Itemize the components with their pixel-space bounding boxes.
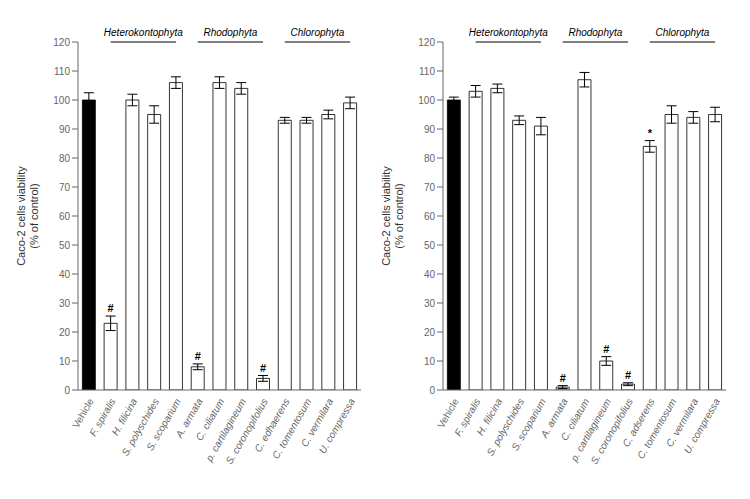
svg-text:S. polyschides: S. polyschides	[484, 396, 527, 458]
svg-text:C. vermilara: C. vermilara	[298, 396, 336, 449]
svg-text:A. armata: A. armata	[538, 396, 570, 440]
svg-text:110: 110	[54, 66, 70, 77]
svg-text:C. tomentosum: C. tomentosum	[635, 396, 679, 461]
svg-text:30: 30	[59, 298, 71, 309]
svg-text:Rhodophyta: Rhodophyta	[203, 27, 257, 38]
svg-text:C. adserens: C. adserens	[620, 396, 657, 449]
svg-text:C. ciliatum: C. ciliatum	[193, 396, 227, 443]
svg-text:Caco-2 cells viability(% of co: Caco-2 cells viability(% of control)	[15, 166, 40, 266]
svg-text:F. spiralis: F. spiralis	[452, 396, 483, 438]
svg-text:Rhodophyta: Rhodophyta	[568, 27, 622, 38]
svg-text:100: 100	[418, 95, 435, 106]
svg-text:Heterokontophyta: Heterokontophyta	[469, 27, 548, 38]
svg-text:#: #	[195, 350, 201, 362]
svg-text:S. polyschides: S. polyschides	[119, 396, 162, 458]
svg-text:110: 110	[419, 66, 435, 77]
svg-text:90: 90	[424, 124, 436, 135]
svg-text:S. scoparium: S. scoparium	[144, 397, 183, 453]
svg-text:Caco-2 cells viability(% of co: Caco-2 cells viability(% of control)	[380, 166, 405, 266]
svg-text:0: 0	[429, 385, 435, 396]
svg-text:p. cartilagineum: p. cartilagineum	[203, 396, 249, 464]
svg-text:p. cartilagineum: p. cartilagineum	[568, 396, 614, 464]
svg-text:20: 20	[59, 327, 71, 338]
svg-text:U. compressa: U. compressa	[317, 396, 358, 455]
svg-text:#: #	[625, 369, 631, 381]
svg-text:10: 10	[59, 356, 71, 367]
svg-text:S. coronopifolius: S. coronopifolius	[223, 396, 270, 466]
svg-text:C. vermilara: C. vermilara	[663, 396, 701, 449]
svg-text:120: 120	[53, 37, 70, 48]
svg-text:Chlorophyta: Chlorophyta	[656, 27, 710, 38]
svg-text:#: #	[108, 302, 114, 314]
svg-text:*: *	[648, 127, 653, 139]
svg-text:90: 90	[59, 124, 71, 135]
svg-text:70: 70	[424, 182, 436, 193]
svg-text:#: #	[603, 343, 609, 355]
svg-text:U. compressa: U. compressa	[682, 396, 723, 455]
svg-text:10: 10	[424, 356, 436, 367]
svg-text:40: 40	[59, 269, 71, 280]
svg-text:F. spiralis: F. spiralis	[87, 396, 118, 438]
svg-text:50: 50	[424, 240, 436, 251]
svg-text:0: 0	[64, 385, 70, 396]
svg-text:C. ciliatum: C. ciliatum	[558, 396, 592, 443]
svg-text:H. filicina: H. filicina	[474, 396, 505, 438]
svg-text:20: 20	[424, 327, 436, 338]
svg-text:120: 120	[418, 37, 435, 48]
svg-text:Vehicle: Vehicle	[435, 396, 461, 430]
svg-text:100: 100	[53, 95, 70, 106]
svg-text:H. filicina: H. filicina	[109, 396, 140, 438]
svg-text:S. scoparium: S. scoparium	[509, 397, 548, 453]
svg-text:#: #	[560, 372, 566, 384]
svg-text:Heterokontophyta: Heterokontophyta	[104, 27, 183, 38]
svg-text:80: 80	[59, 153, 71, 164]
svg-text:60: 60	[59, 211, 71, 222]
svg-text:40: 40	[424, 269, 436, 280]
svg-text:C. tomentosum: C. tomentosum	[270, 396, 314, 461]
svg-text:#: #	[260, 362, 266, 374]
svg-text:30: 30	[424, 298, 436, 309]
svg-text:Chlorophyta: Chlorophyta	[291, 27, 345, 38]
svg-text:60: 60	[424, 211, 436, 222]
svg-text:S. coronopifolius: S. coronopifolius	[588, 396, 635, 466]
svg-text:50: 50	[59, 240, 71, 251]
svg-text:C. edhaerens: C. edhaerens	[252, 396, 292, 454]
svg-text:70: 70	[59, 182, 71, 193]
svg-text:Vehicle: Vehicle	[70, 396, 96, 430]
svg-text:A. armata: A. armata	[173, 396, 205, 440]
svg-text:80: 80	[424, 153, 436, 164]
